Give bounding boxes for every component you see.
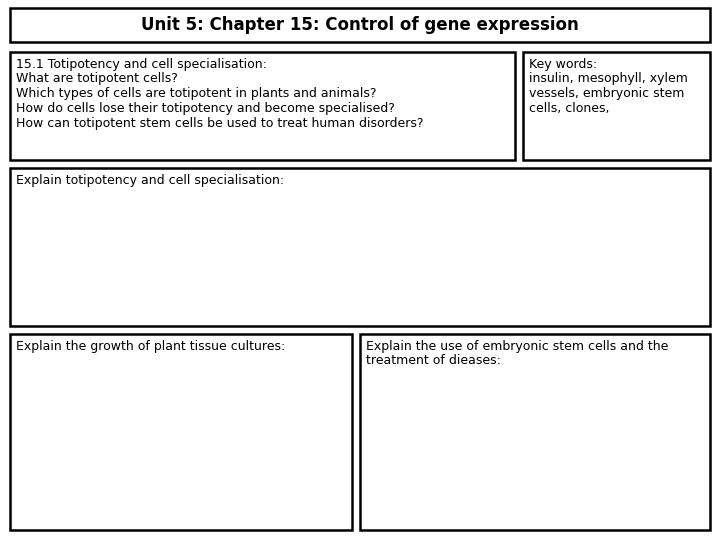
Bar: [523, 52, 710, 160]
Text: Key words:: Key words:: [529, 58, 597, 71]
Text: 15.1 Totipotency and cell specialisation:: 15.1 Totipotency and cell specialisation…: [16, 58, 267, 71]
Text: How can totipotent stem cells be used to treat human disorders?: How can totipotent stem cells be used to…: [16, 117, 423, 130]
Text: Unit 5: Chapter 15: Control of gene expression: Unit 5: Chapter 15: Control of gene expr…: [141, 16, 579, 34]
Bar: [10, 52, 515, 160]
Bar: [10, 8, 710, 42]
Text: vessels, embryonic stem: vessels, embryonic stem: [529, 87, 685, 100]
Text: treatment of dieases:: treatment of dieases:: [366, 354, 501, 367]
Text: What are totipotent cells?: What are totipotent cells?: [16, 72, 178, 85]
Text: cells, clones,: cells, clones,: [529, 102, 610, 115]
Bar: [10, 168, 710, 326]
Text: insulin, mesophyll, xylem: insulin, mesophyll, xylem: [529, 72, 688, 85]
Bar: [10, 334, 352, 530]
Text: Which types of cells are totipotent in plants and animals?: Which types of cells are totipotent in p…: [16, 87, 377, 100]
Text: How do cells lose their totipotency and become specialised?: How do cells lose their totipotency and …: [16, 102, 395, 115]
Bar: [360, 334, 710, 530]
Text: Explain the use of embryonic stem cells and the: Explain the use of embryonic stem cells …: [366, 340, 668, 353]
Text: Explain the growth of plant tissue cultures:: Explain the growth of plant tissue cultu…: [16, 340, 285, 353]
Text: Explain totipotency and cell specialisation:: Explain totipotency and cell specialisat…: [16, 174, 284, 187]
